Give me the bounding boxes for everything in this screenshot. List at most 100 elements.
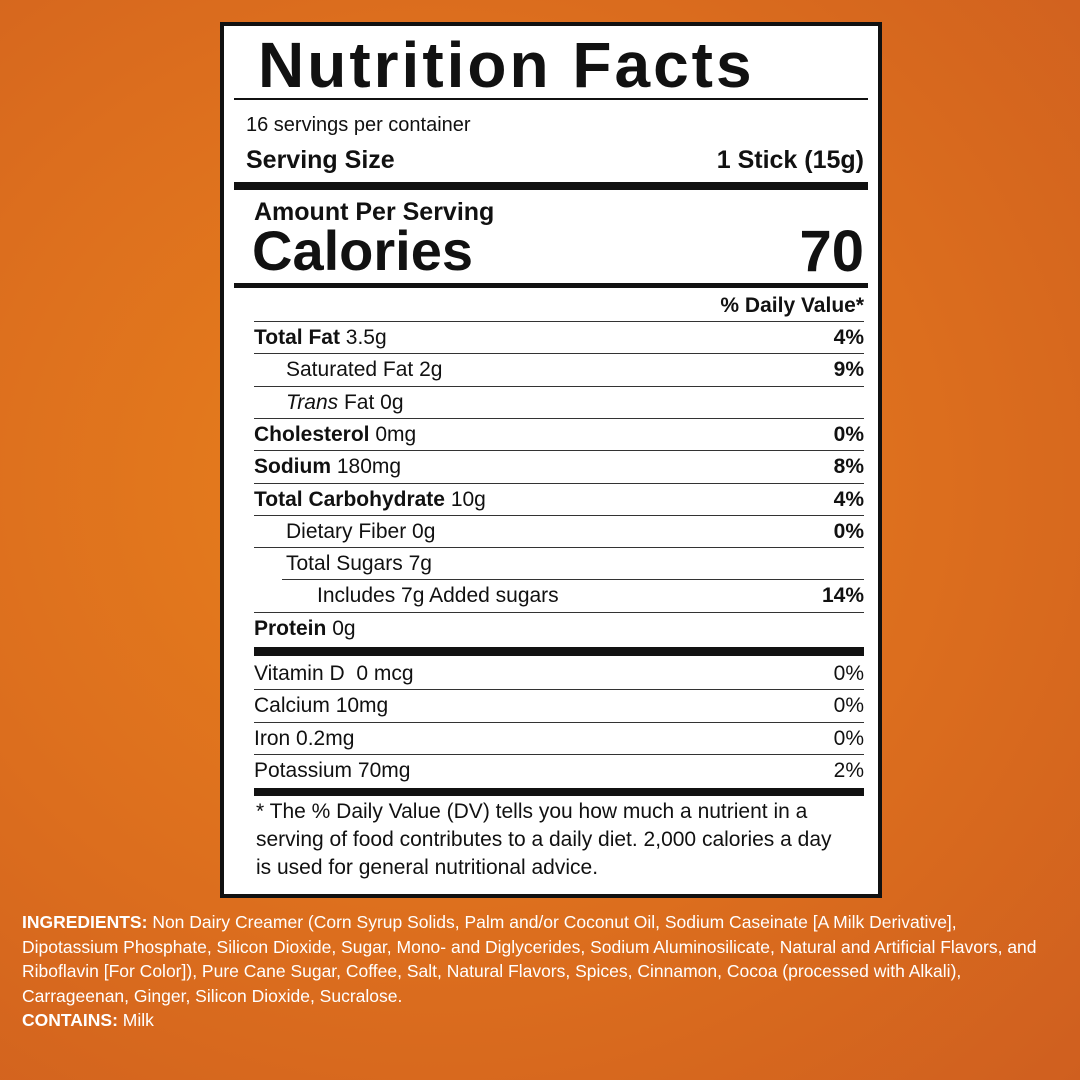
nutrient-amount: 2g	[419, 358, 443, 382]
nutrient-name: Cholesterol 0mg	[254, 423, 416, 446]
nutrient-prefix: Trans	[286, 390, 339, 414]
ingredients: INGREDIENTS: Non Dairy Creamer (Corn Syr…	[22, 910, 1052, 1033]
ingredients-text: Non Dairy Creamer (Corn Syrup Solids, Pa…	[22, 912, 1037, 1006]
serving-size-value: 1 Stick (15g)	[716, 146, 864, 174]
micronutrient-name-text: Vitamin D	[254, 662, 345, 685]
nutrient-dv: 9%	[833, 358, 864, 382]
nutrient-dv: 4%	[833, 487, 864, 511]
nutrient-name: Protein 0g	[254, 617, 356, 640]
contains-paragraph: CONTAINS: Milk	[22, 1008, 1052, 1033]
micronutrient-name: Calcium 10mg	[254, 694, 388, 717]
nutrient-row: Protein 0g	[254, 613, 864, 645]
micronutrient-name: Vitamin D 0 mcg	[254, 662, 414, 685]
nutrient-name-text: Saturated Fat	[286, 358, 414, 382]
rule	[234, 182, 868, 190]
ingredients-paragraph: INGREDIENTS: Non Dairy Creamer (Corn Syr…	[22, 910, 1052, 1008]
micronutrient-row: Potassium 70mg 2%	[254, 755, 864, 787]
micronutrient-amount: 0 mcg	[356, 662, 414, 685]
nutrient-name-text: Includes 7g Added sugars	[317, 584, 559, 608]
label-title: Nutrition Facts	[258, 29, 755, 101]
rule	[254, 450, 864, 451]
nutrient-name: Includes 7g Added sugars	[254, 584, 559, 607]
rule	[254, 483, 864, 484]
rule	[282, 579, 864, 580]
micronutrient-amount: 70mg	[357, 758, 411, 782]
servings: 16 servings per container	[246, 114, 471, 136]
nutrient-name: Total Fat 3.5g	[254, 326, 387, 349]
rule	[254, 722, 864, 723]
nutrient-amount: 3.5g	[345, 326, 387, 349]
micronutrient-dv: 0%	[833, 726, 864, 750]
micronutrient-dv: 2%	[833, 758, 864, 782]
rule	[254, 788, 864, 796]
rule	[234, 283, 868, 288]
rule	[254, 386, 864, 387]
nutrient-name-text: Total Fat	[254, 326, 340, 349]
rule	[234, 98, 868, 100]
nutrient-row: Cholesterol 0mg 0%	[254, 419, 864, 451]
ingredients-label: INGREDIENTS:	[22, 912, 148, 932]
micronutrient-row: Calcium 10mg 0%	[254, 690, 864, 722]
nutrient-row: Total Carbohydrate 10g 4%	[254, 484, 864, 516]
nutrient-dv: 8%	[833, 455, 864, 479]
nutrient-amount: 0g	[380, 390, 404, 414]
nutrient-name-text: Total Sugars	[286, 552, 403, 576]
micronutrient-dv: 0%	[833, 662, 864, 685]
micronutrient-amount: 0.2mg	[296, 726, 355, 750]
footnote: * The % Daily Value (DV) tells you how m…	[256, 800, 832, 879]
contains-label: CONTAINS:	[22, 1010, 118, 1030]
nutrient-dv: 0%	[833, 422, 864, 446]
micronutrient-amount: 10mg	[335, 694, 389, 718]
micronutrient-name-text: Potassium	[254, 758, 353, 782]
nutrient-row: Trans Fat 0g	[254, 387, 864, 419]
nutrient-name-text: Fat	[343, 390, 375, 414]
rule	[254, 515, 864, 516]
nutrient-dv: 14%	[821, 584, 864, 608]
amount-per-serving: Amount Per Serving	[254, 198, 495, 226]
nutrient-name-text: Protein	[254, 616, 327, 640]
rule	[254, 353, 864, 354]
nutrient-name: Sodium 180mg	[254, 455, 401, 478]
rule	[254, 689, 864, 690]
nutrient-name-text: Dietary Fiber	[286, 519, 407, 543]
nutrient-row: Saturated Fat 2g 9%	[254, 354, 864, 386]
micronutrient-name: Potassium 70mg	[254, 759, 410, 782]
nutrient-amount: 0mg	[375, 422, 417, 446]
nutrient-name: Total Carbohydrate 10g	[254, 488, 486, 511]
nutrient-amount: 0g	[332, 616, 356, 640]
nutrient-amount: 0g	[412, 519, 436, 543]
micronutrient-name-text: Calcium	[254, 694, 330, 718]
nutrient-row: Sodium 180mg 8%	[254, 451, 864, 483]
nutrient-row: Total Sugars 7g	[254, 548, 864, 580]
contains-text: Milk	[122, 1010, 154, 1030]
nutrient-name-text: Cholesterol	[254, 422, 370, 446]
rule	[254, 647, 864, 656]
nutrient-name: Total Sugars 7g	[254, 552, 432, 575]
nutrient-name-text: Total Carbohydrate	[254, 487, 445, 511]
nutrient-dv: 4%	[833, 326, 864, 349]
micronutrient-name-text: Iron	[254, 726, 291, 750]
micronutrient-name: Iron 0.2mg	[254, 727, 354, 750]
nutrient-row: Includes 7g Added sugars 14%	[254, 580, 864, 612]
nutrient-dv: 0%	[833, 519, 864, 543]
rule	[254, 612, 864, 613]
nutrient-name-text: Sodium	[254, 455, 331, 479]
nutrient-name: Saturated Fat 2g	[254, 358, 442, 381]
nutrient-name: Dietary Fiber 0g	[254, 520, 435, 543]
calories-label: Calories	[252, 219, 473, 282]
micronutrient-dv: 0%	[833, 694, 864, 718]
nutrient-amount: 180mg	[336, 455, 402, 479]
rule	[254, 547, 864, 548]
serving-size-label: Serving Size	[246, 146, 395, 174]
nutrition-label: Nutrition Facts 16 servings per containe…	[220, 22, 882, 898]
rule	[254, 321, 864, 322]
calories-value: 70	[799, 219, 864, 284]
nutrient-name: Trans Fat 0g	[254, 391, 404, 414]
nutrient-row: Dietary Fiber 0g 0%	[254, 516, 864, 548]
rule	[254, 754, 864, 755]
daily-value-header: % Daily Value*	[720, 294, 864, 317]
nutrient-amount: 7g	[408, 552, 432, 576]
nutrient-row: Total Fat 3.5g 4%	[254, 322, 864, 354]
nutrient-amount: 10g	[450, 487, 486, 511]
